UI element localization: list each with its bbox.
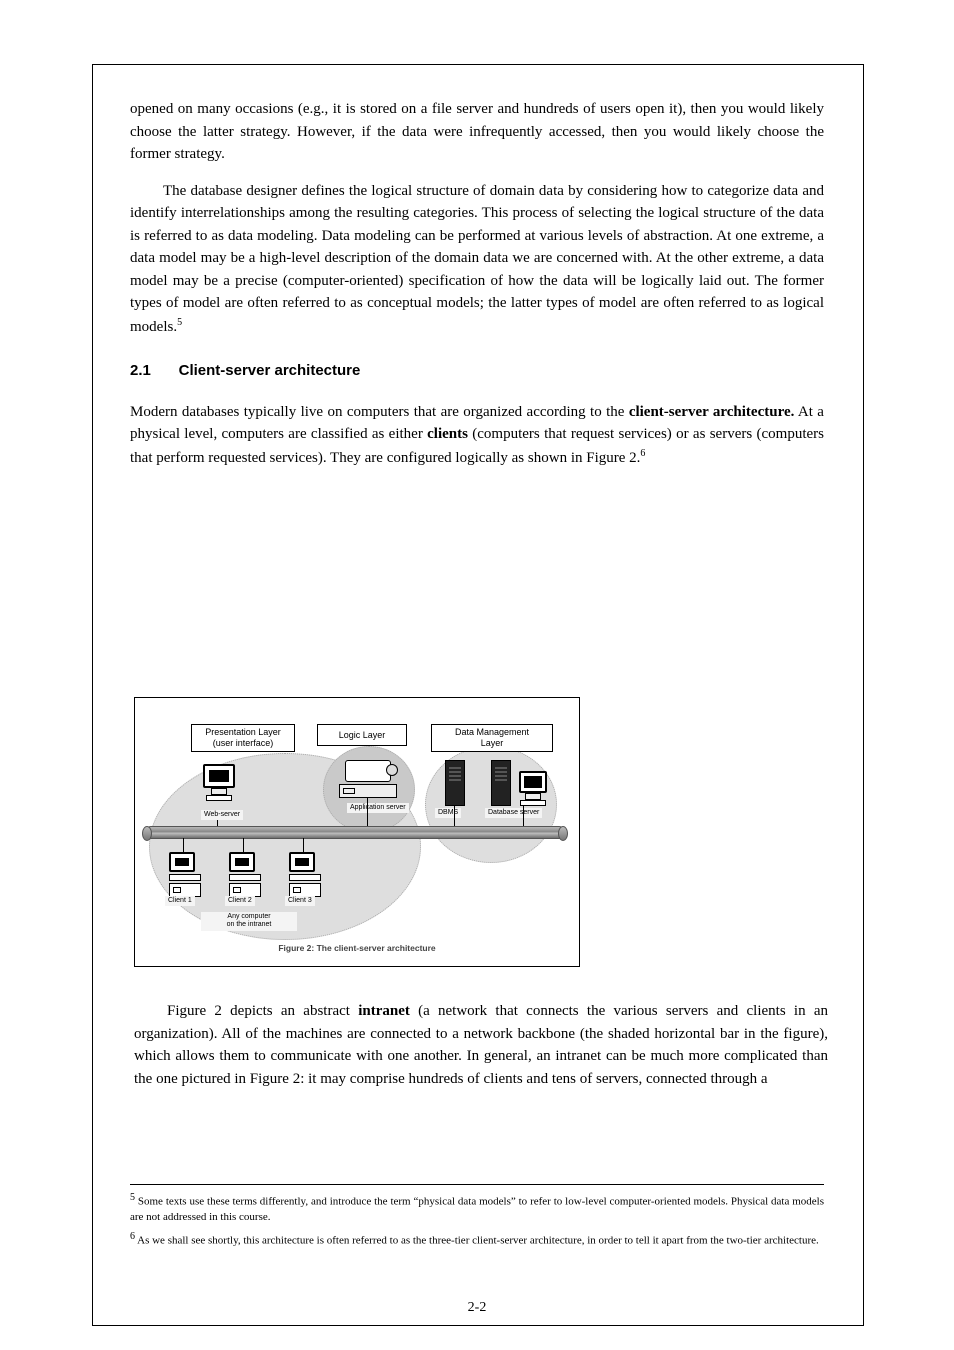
label-presentation: Presentation Layer(user interface)	[191, 724, 295, 752]
p4: Modern databases typically live on compu…	[130, 404, 629, 420]
body-text: opened on many occasions (e.g., it is st…	[130, 98, 824, 483]
label-dbserver: Database server	[485, 808, 542, 818]
fn6-text: As we shall see shortly, this architectu…	[135, 1235, 819, 1247]
p5b: intranet	[358, 1003, 410, 1019]
label-appserver: Application server	[347, 803, 409, 813]
label-dbms: DBMS	[435, 808, 461, 818]
label-any: Any computeron the intranet	[201, 912, 297, 931]
p4b: client-server architecture.	[629, 404, 795, 420]
sect-num: 2.1	[130, 362, 151, 379]
label-c3: Client 3	[285, 896, 315, 906]
para-4: Figure 2 depicts an abstract intranet (a…	[134, 1000, 828, 1090]
footnotes: 5 Some texts use these terms differently…	[130, 1184, 824, 1255]
projector-base	[339, 784, 397, 798]
p5a: Figure 2 depicts an abstract	[167, 1003, 358, 1019]
projector-icon	[345, 760, 391, 782]
section-heading: 2.1 Client-server architecture	[130, 360, 824, 383]
sect-title: Client-server architecture	[179, 362, 361, 379]
label-c1: Client 1	[165, 896, 195, 906]
label-logic-text: Logic Layer	[339, 730, 386, 740]
page-number: 2-2	[0, 1300, 954, 1316]
drop-dbms	[454, 806, 455, 826]
drop-app	[367, 798, 368, 826]
figure-caption: Figure 2: The client-server architecture	[145, 943, 569, 953]
fn5-text: Some texts use these terms differently, …	[130, 1196, 824, 1223]
label-data-text: Data ManagementLayer	[455, 727, 529, 748]
para-1: opened on many occasions (e.g., it is st…	[130, 98, 824, 166]
drop-c1	[183, 838, 184, 852]
para-2: The database designer defines the logica…	[130, 180, 824, 339]
client2-icon	[229, 852, 261, 897]
label-data: Data ManagementLayer	[431, 724, 553, 752]
label-c2: Client 2	[225, 896, 255, 906]
label-webserver: Web-server	[201, 810, 243, 820]
drop-c2	[243, 838, 244, 852]
drop-db	[523, 806, 524, 826]
client3-icon	[289, 852, 321, 897]
label-logic: Logic Layer	[317, 724, 407, 746]
dbms-tower	[445, 760, 465, 806]
client1-icon	[169, 852, 201, 897]
footnote-ref-6: 6	[640, 448, 645, 459]
figure-2: Presentation Layer(user interface) Logic…	[134, 697, 580, 967]
dbserver-icon	[491, 760, 547, 806]
p4d: clients	[427, 426, 468, 442]
drop-c3	[303, 838, 304, 852]
network-backbone	[145, 826, 565, 839]
footnote-5: 5 Some texts use these terms differently…	[130, 1191, 824, 1224]
label-presentation-text: Presentation Layer(user interface)	[205, 727, 281, 748]
footnote-ref-5: 5	[177, 317, 182, 328]
webserver-icon	[203, 764, 235, 801]
footnote-6: 6 As we shall see shortly, this architec…	[130, 1230, 824, 1249]
para-3: Modern databases typically live on compu…	[130, 401, 824, 470]
p2: The database designer defines the logica…	[130, 183, 824, 335]
